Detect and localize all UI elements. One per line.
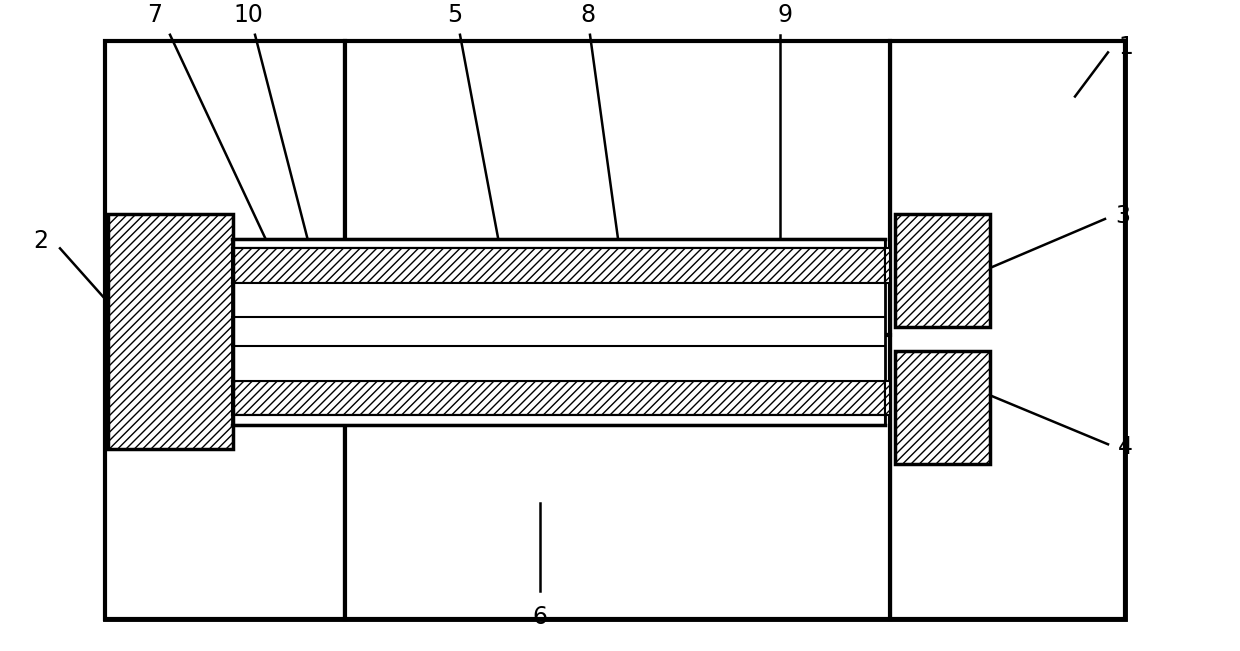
Bar [345, 335, 890, 618]
Bar [232, 238, 885, 248]
Bar [895, 351, 990, 464]
Bar [108, 214, 233, 449]
Text: 3: 3 [1115, 204, 1130, 228]
Text: 10: 10 [233, 3, 263, 27]
Text: 2: 2 [33, 230, 48, 253]
Bar [232, 283, 885, 317]
Bar [232, 248, 885, 283]
Text: 6: 6 [532, 605, 548, 629]
Text: 4: 4 [1118, 436, 1133, 459]
Bar [105, 40, 345, 618]
Text: 7: 7 [148, 3, 162, 27]
Bar [105, 40, 1125, 618]
Bar [890, 40, 1125, 618]
Text: 9: 9 [777, 3, 792, 27]
Text: 1: 1 [1118, 35, 1133, 59]
Text: 8: 8 [580, 3, 595, 27]
Bar [885, 381, 890, 415]
Bar [232, 346, 885, 381]
Bar [232, 415, 885, 424]
Bar [885, 248, 890, 283]
Bar [232, 317, 885, 346]
Bar [895, 214, 990, 327]
Bar [232, 381, 885, 415]
Text: 5: 5 [448, 3, 463, 27]
Bar [345, 40, 890, 335]
